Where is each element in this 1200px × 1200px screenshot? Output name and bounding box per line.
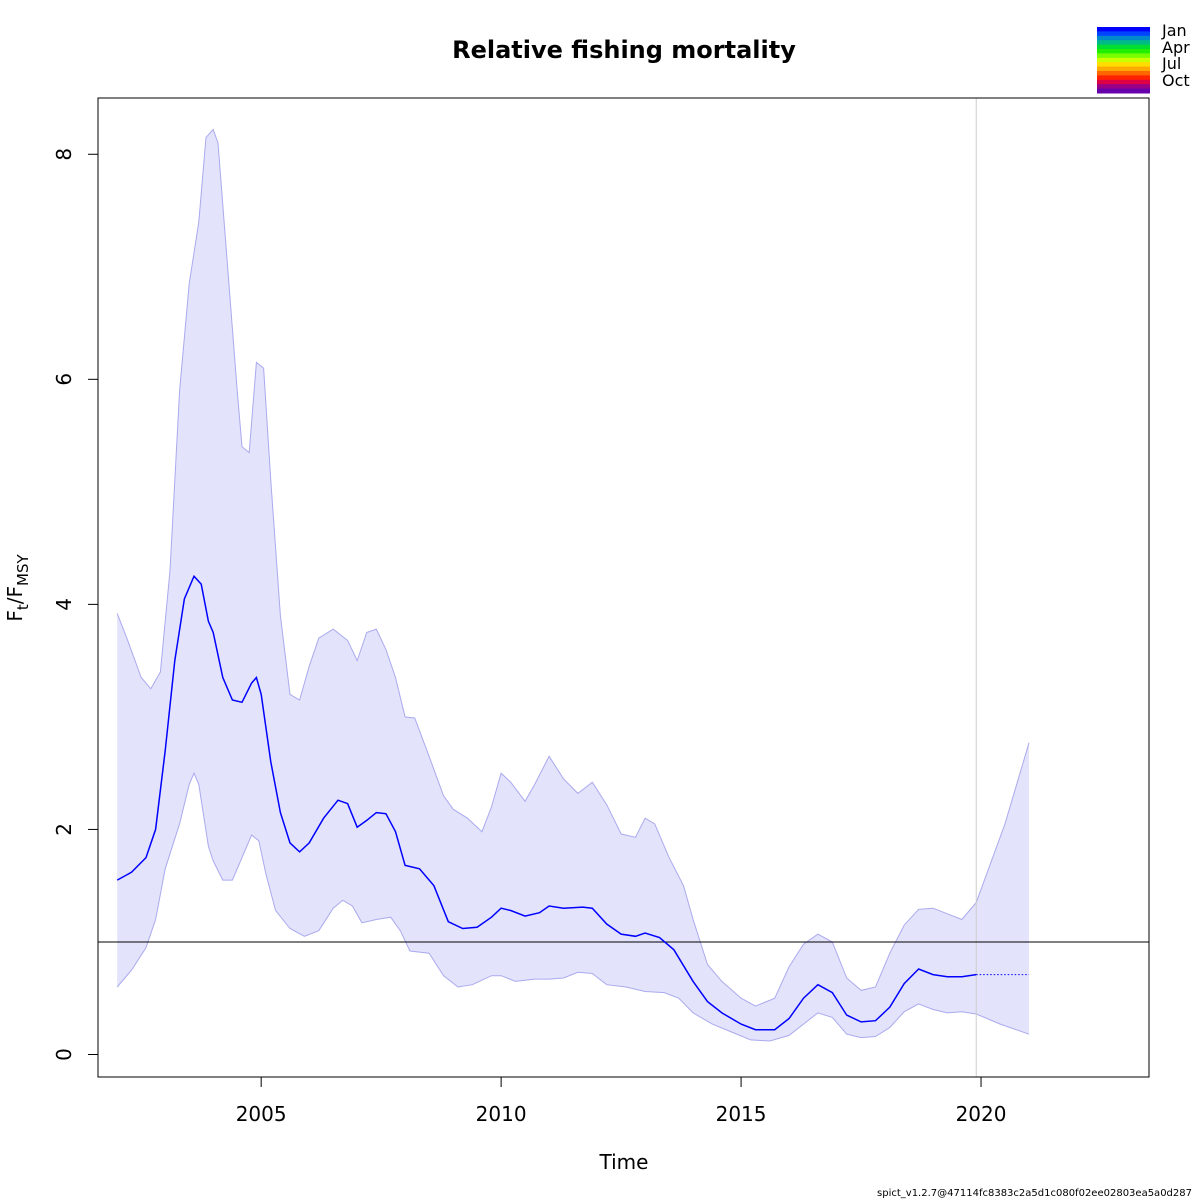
x-tick-label: 2005 bbox=[236, 1102, 287, 1126]
legend-swatch bbox=[1097, 62, 1150, 68]
y-tick-label: 2 bbox=[52, 823, 76, 836]
legend-swatch bbox=[1097, 57, 1150, 63]
y-axis-label-slash: /F bbox=[3, 586, 27, 604]
legend-label-jul: Jul bbox=[1161, 54, 1181, 73]
legend-swatch bbox=[1097, 49, 1150, 54]
plot-content bbox=[98, 98, 1149, 1077]
y-tick-label: 0 bbox=[52, 1048, 76, 1061]
legend-swatch bbox=[1097, 75, 1150, 81]
ci-band bbox=[117, 129, 1029, 1041]
y-axis-label-base: F bbox=[3, 610, 27, 622]
y-axis-label: Ft/FMSY bbox=[3, 554, 32, 622]
legend-swatch bbox=[1097, 79, 1150, 85]
y-tick-label: 4 bbox=[52, 598, 76, 611]
legend-label-oct: Oct bbox=[1162, 71, 1190, 90]
legend-swatch bbox=[1097, 66, 1150, 72]
legend-swatch bbox=[1097, 53, 1150, 59]
legend-swatch bbox=[1097, 71, 1150, 76]
legend-swatch bbox=[1097, 31, 1150, 37]
ci-upper-line bbox=[116, 128, 1030, 1007]
series-line-estimate bbox=[116, 574, 977, 1031]
y-axis-label-sub-t: t bbox=[14, 604, 32, 610]
version-footer: spict_v1.2.7@47114fc8383c2a5d1c080f02ee0… bbox=[877, 1188, 1192, 1199]
y-tick-label: 6 bbox=[52, 373, 76, 386]
chart-title: Relative fishing mortality bbox=[452, 36, 796, 64]
legend-swatch bbox=[1097, 88, 1150, 94]
legend-label-jan: Jan bbox=[1161, 21, 1187, 40]
x-tick-label: 2015 bbox=[716, 1102, 767, 1126]
x-tick-label: 2020 bbox=[956, 1102, 1007, 1126]
legend: Jan Apr Jul Oct bbox=[1097, 21, 1190, 94]
legend-swatch bbox=[1097, 35, 1150, 41]
y-axis-label-sub-msy: MSY bbox=[14, 554, 32, 586]
x-axis-label: Time bbox=[599, 1150, 649, 1174]
legend-label-apr: Apr bbox=[1162, 38, 1190, 57]
y-axis: 0 2 4 6 8 bbox=[52, 148, 98, 1061]
y-tick-label: 8 bbox=[52, 148, 76, 161]
x-tick-label: 2010 bbox=[476, 1102, 527, 1126]
ci-lower-line bbox=[116, 771, 1030, 1042]
legend-swatch bbox=[1097, 27, 1150, 32]
x-axis: 2005 2010 2015 2020 bbox=[236, 1076, 1007, 1126]
legend-color-bar bbox=[1097, 27, 1150, 94]
legend-swatch bbox=[1097, 40, 1150, 46]
legend-swatch bbox=[1097, 84, 1150, 90]
legend-swatch bbox=[1097, 44, 1150, 50]
